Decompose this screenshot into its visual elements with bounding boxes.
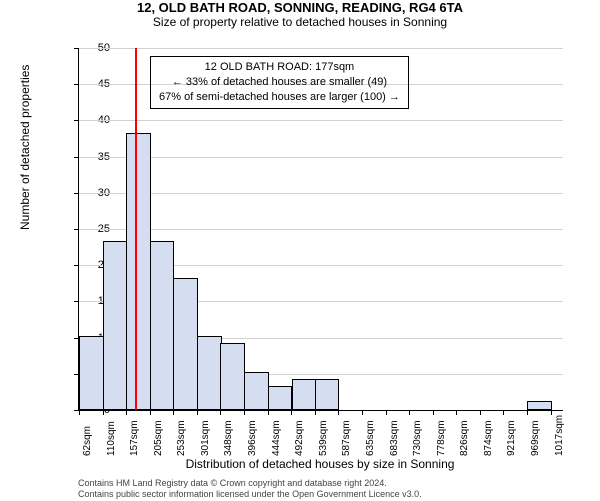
histogram-bar — [292, 379, 317, 410]
xtick-label: 874sqm — [483, 420, 494, 456]
histogram-bar — [315, 379, 340, 410]
xtick-label: 921sqm — [506, 420, 517, 456]
xtick-label: 635sqm — [365, 420, 376, 456]
xtick-mark — [173, 410, 174, 415]
info-box: 12 OLD BATH ROAD: 177sqm← 33% of detache… — [150, 56, 409, 109]
xtick-label: 205sqm — [153, 420, 164, 456]
xtick-mark — [197, 410, 198, 415]
xtick-label: 587sqm — [341, 420, 352, 456]
xtick-mark — [150, 410, 151, 415]
xtick-label: 301sqm — [200, 420, 211, 456]
histogram-bar — [220, 343, 245, 410]
xtick-label: 778sqm — [436, 420, 447, 456]
xtick-mark — [456, 410, 457, 415]
gridline — [79, 193, 563, 194]
xtick-mark — [291, 410, 292, 415]
xtick-mark — [362, 410, 363, 415]
xtick-mark — [338, 410, 339, 415]
xtick-label: 492sqm — [294, 420, 305, 456]
gridline — [79, 157, 563, 158]
xtick-label: 1017sqm — [554, 415, 565, 456]
info-box-line: 67% of semi-detached houses are larger (… — [159, 90, 400, 105]
gridline — [79, 48, 563, 49]
xtick-label: 157sqm — [129, 420, 140, 456]
xtick-mark — [126, 410, 127, 415]
xtick-label: 539sqm — [318, 420, 329, 456]
xtick-label: 348sqm — [223, 420, 234, 456]
xtick-mark — [386, 410, 387, 415]
xtick-label: 683sqm — [389, 420, 400, 456]
credits-line2: Contains public sector information licen… — [78, 489, 422, 500]
credits-line1: Contains HM Land Registry data © Crown c… — [78, 478, 422, 489]
histogram-bar — [173, 278, 198, 410]
credits: Contains HM Land Registry data © Crown c… — [78, 478, 422, 501]
xtick-mark — [244, 410, 245, 415]
info-box-line: ← 33% of detached houses are smaller (49… — [159, 75, 400, 90]
xtick-label: 444sqm — [271, 420, 282, 456]
chart-title-main: 12, OLD BATH ROAD, SONNING, READING, RG4… — [0, 0, 600, 15]
xtick-label: 62sqm — [82, 426, 93, 456]
xtick-mark — [268, 410, 269, 415]
chart-area: 12 OLD BATH ROAD: 177sqm← 33% of detache… — [78, 48, 562, 410]
histogram-bar — [527, 401, 552, 410]
histogram-bar — [197, 336, 222, 410]
histogram-bar — [79, 336, 104, 410]
xtick-label: 826sqm — [459, 420, 470, 456]
gridline — [79, 120, 563, 121]
xtick-mark — [220, 410, 221, 415]
x-axis-label: Distribution of detached houses by size … — [78, 457, 562, 471]
xtick-mark — [503, 410, 504, 415]
xtick-mark — [551, 410, 552, 415]
xtick-label: 396sqm — [247, 420, 258, 456]
xtick-label: 969sqm — [530, 420, 541, 456]
plot-area: 12 OLD BATH ROAD: 177sqm← 33% of detache… — [78, 48, 563, 411]
histogram-bar — [126, 133, 151, 410]
property-marker-line — [135, 48, 137, 410]
xtick-label: 253sqm — [176, 420, 187, 456]
xtick-label: 110sqm — [106, 421, 117, 456]
xtick-mark — [480, 410, 481, 415]
histogram-bar — [150, 241, 175, 410]
y-axis-label: Number of detached properties — [18, 65, 32, 230]
xtick-label: 730sqm — [412, 420, 423, 456]
xtick-mark — [315, 410, 316, 415]
xtick-mark — [433, 410, 434, 415]
chart-title-sub: Size of property relative to detached ho… — [0, 15, 600, 29]
gridline — [79, 229, 563, 230]
xtick-mark — [527, 410, 528, 415]
histogram-bar — [244, 372, 269, 410]
xtick-mark — [409, 410, 410, 415]
info-box-line: 12 OLD BATH ROAD: 177sqm — [159, 60, 400, 75]
histogram-bar — [103, 241, 128, 410]
histogram-bar — [268, 386, 293, 410]
